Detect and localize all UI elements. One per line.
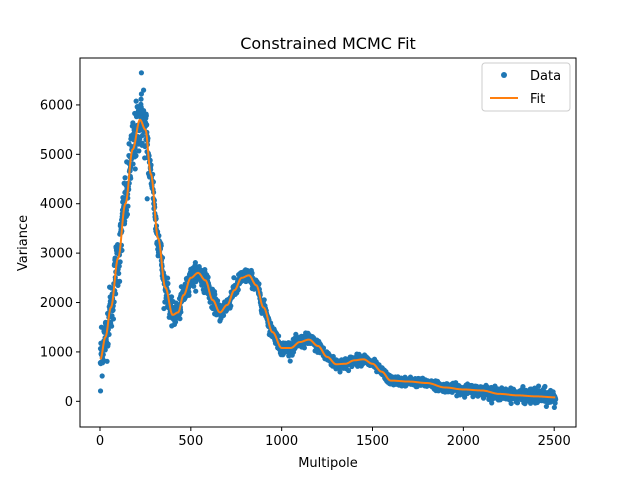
data-point bbox=[178, 284, 184, 290]
y-tick-label: 3000 bbox=[40, 247, 73, 262]
y-tick-label: 5000 bbox=[40, 148, 73, 163]
fit-line bbox=[99, 118, 556, 399]
x-tick-label: 1000 bbox=[265, 434, 298, 449]
data-point bbox=[116, 263, 122, 269]
data-point bbox=[138, 70, 145, 76]
data-point bbox=[164, 275, 171, 281]
data-point bbox=[228, 303, 234, 309]
x-tick-label: 500 bbox=[178, 434, 203, 449]
data-point bbox=[98, 324, 105, 330]
data-point bbox=[138, 91, 145, 97]
x-tick-label: 0 bbox=[96, 434, 104, 449]
data-point bbox=[186, 292, 192, 298]
data-point bbox=[193, 288, 199, 294]
data-point bbox=[205, 274, 211, 280]
data-point bbox=[105, 341, 111, 347]
axes: 0 500 1000 1500 2000 2500 0 1000 2000 3000 4000 500… bbox=[40, 57, 577, 449]
data-point bbox=[140, 87, 147, 93]
data-point bbox=[123, 207, 130, 213]
legend-fit-label: Fit bbox=[530, 92, 545, 107]
y-tick-label: 1000 bbox=[40, 345, 73, 360]
data-point bbox=[106, 331, 112, 338]
x-tick-label: 2000 bbox=[447, 434, 480, 449]
data-point bbox=[104, 358, 110, 364]
data-point bbox=[165, 280, 171, 287]
x-tick-label: 2500 bbox=[538, 434, 571, 449]
data-point bbox=[130, 161, 136, 167]
data-point bbox=[261, 297, 267, 303]
y-tick-label: 4000 bbox=[40, 197, 73, 212]
data-point bbox=[551, 404, 557, 411]
data-point bbox=[514, 400, 521, 406]
y-tick-label: 0 bbox=[65, 395, 73, 410]
data-point bbox=[130, 120, 136, 126]
legend-data-marker bbox=[501, 72, 507, 78]
data-point bbox=[214, 298, 221, 304]
data-point bbox=[520, 384, 526, 390]
data-point bbox=[345, 367, 352, 374]
fit-series bbox=[99, 118, 556, 399]
data-point bbox=[249, 270, 255, 276]
y-axis-label: Variance bbox=[16, 215, 31, 271]
data-point bbox=[168, 294, 175, 300]
x-tick-label: 1500 bbox=[356, 434, 389, 449]
axes-frame bbox=[79, 57, 577, 428]
data-point bbox=[97, 388, 104, 394]
data-point bbox=[337, 369, 343, 375]
data-point bbox=[133, 153, 139, 159]
data-point bbox=[293, 331, 299, 337]
data-point bbox=[144, 196, 150, 202]
data-point bbox=[138, 96, 144, 102]
legend-data-label: Data bbox=[530, 69, 561, 84]
data-point bbox=[275, 333, 282, 339]
data-point bbox=[139, 132, 146, 138]
data-point bbox=[489, 400, 495, 406]
chart-title: Constrained MCMC Fit bbox=[240, 34, 416, 53]
data-point bbox=[117, 278, 123, 284]
data-point bbox=[191, 283, 197, 289]
data-point bbox=[132, 166, 138, 172]
legend: Data Fit bbox=[481, 62, 571, 112]
data-point bbox=[231, 275, 237, 281]
x-axis-label: Multipole bbox=[298, 456, 358, 471]
data-point bbox=[117, 259, 123, 265]
y-tick-label: 2000 bbox=[40, 296, 73, 311]
data-point bbox=[143, 113, 149, 119]
data-point bbox=[136, 148, 142, 154]
data-point bbox=[212, 291, 218, 298]
data-point bbox=[133, 98, 139, 104]
data-point bbox=[102, 347, 108, 353]
data-point bbox=[125, 203, 131, 209]
data-point bbox=[116, 270, 122, 277]
data-point bbox=[177, 316, 183, 322]
data-point bbox=[110, 316, 117, 322]
data-point bbox=[109, 323, 115, 329]
data-point bbox=[508, 400, 514, 407]
data-point bbox=[287, 358, 293, 364]
data-point bbox=[99, 373, 105, 379]
data-point bbox=[112, 255, 118, 261]
data-point bbox=[535, 383, 542, 389]
data-point bbox=[301, 345, 307, 351]
plot-background bbox=[80, 58, 576, 427]
y-tick-label: 6000 bbox=[40, 98, 73, 113]
data-point bbox=[122, 175, 128, 181]
plot-area bbox=[80, 58, 576, 427]
data-point bbox=[124, 211, 131, 217]
data-point bbox=[115, 282, 121, 288]
data-point bbox=[144, 122, 150, 128]
data-point bbox=[220, 312, 227, 318]
data-point bbox=[542, 383, 548, 390]
data-point bbox=[110, 307, 116, 313]
